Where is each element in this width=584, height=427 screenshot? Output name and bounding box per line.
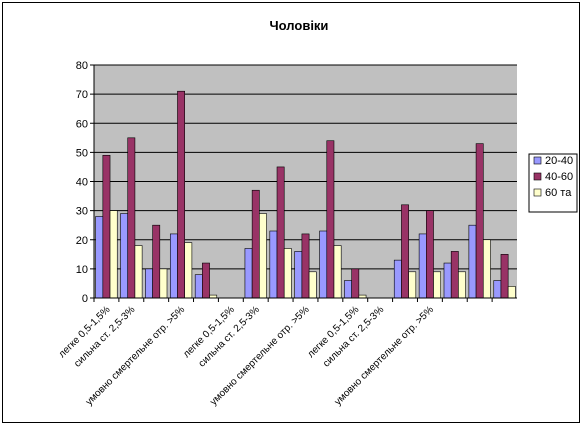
legend: 20-40 40-60 60 та	[528, 153, 578, 213]
bar-60-та-3	[184, 242, 193, 299]
bar-20-40-6	[244, 248, 253, 299]
bar-40-60-14	[450, 251, 459, 299]
y-tick-label: 60	[76, 118, 88, 130]
bar-20-40-15	[468, 224, 477, 299]
bar-60-та-7	[283, 248, 292, 299]
y-tick-label: 0	[82, 293, 88, 305]
bar-60-та-8	[308, 271, 317, 299]
legend-label-1: 40-60	[545, 171, 573, 183]
bar-40-60-15	[475, 143, 484, 299]
bar-60-та-9	[333, 245, 342, 299]
bar-20-40-8	[294, 251, 303, 299]
bar-60-та-12	[408, 271, 417, 299]
chart-frame: Чоловіки 0 10 20 30 40 50 60 70 80 легке 0,5-1,5…	[2, 2, 580, 423]
bar-20-40-0	[95, 216, 104, 299]
bar-40-60-2	[152, 224, 161, 299]
y-tick-label: 20	[76, 235, 88, 247]
bar-20-40-16	[493, 280, 502, 299]
chart-title: Чоловіки	[270, 18, 329, 33]
x-category-labels: легке 0,5-1,5%сильна ст. 2,5-3%умовно см…	[57, 304, 436, 407]
bars	[95, 90, 516, 299]
bar-40-60-9	[326, 140, 335, 299]
y-tick-label: 30	[76, 206, 88, 218]
y-tick-label: 50	[76, 147, 88, 159]
bar-20-40-1	[120, 213, 129, 299]
bar-20-40-4	[194, 274, 203, 299]
bar-60-та-15	[482, 239, 491, 299]
bar-60-та-1	[134, 245, 143, 299]
bar-60-та-13	[433, 271, 442, 299]
bar-60-та-14	[458, 271, 466, 299]
bar-20-40-7	[269, 230, 278, 299]
bar-20-40-12	[393, 259, 402, 299]
y-tick-label: 70	[76, 89, 88, 101]
chart: Чоловіки 0 10 20 30 40 50 60 70 80 легке 0,5-1,5…	[57, 18, 578, 408]
bar-40-60-3	[177, 90, 185, 299]
bar-60-та-2	[159, 268, 168, 299]
bar-40-60-7	[276, 166, 285, 299]
bar-60-та-6	[259, 213, 267, 299]
bar-60-та-16	[507, 286, 516, 299]
bar-40-60-8	[301, 233, 310, 299]
bar-40-60-1	[127, 137, 136, 299]
bar-20-40-3	[169, 233, 178, 299]
bar-20-40-10	[344, 280, 352, 299]
y-tick-label: 80	[76, 60, 88, 72]
legend-swatch-2	[533, 188, 542, 197]
bar-40-60-4	[202, 262, 210, 299]
legend-swatch-0	[533, 156, 542, 165]
y-tick-label: 40	[76, 177, 88, 189]
bar-40-60-10	[351, 268, 360, 299]
bar-20-40-9	[319, 230, 328, 299]
bar-40-60-0	[102, 154, 111, 299]
bar-40-60-12	[401, 204, 409, 299]
y-tick-label: 10	[76, 264, 88, 276]
bar-40-60-13	[426, 210, 434, 299]
bar-40-60-6	[251, 189, 260, 299]
bar-20-40-14	[443, 262, 452, 299]
legend-label-0: 20-40	[545, 155, 573, 167]
legend-swatch-1	[533, 172, 542, 181]
bar-60-та-0	[109, 210, 118, 299]
bar-40-60-16	[500, 254, 509, 299]
bar-20-40-2	[145, 268, 153, 299]
y-tick-labels: 0 10 20 30 40 50 60 70 80	[76, 60, 94, 305]
bar-20-40-13	[418, 233, 427, 299]
legend-label-2: 60 та	[545, 187, 572, 199]
